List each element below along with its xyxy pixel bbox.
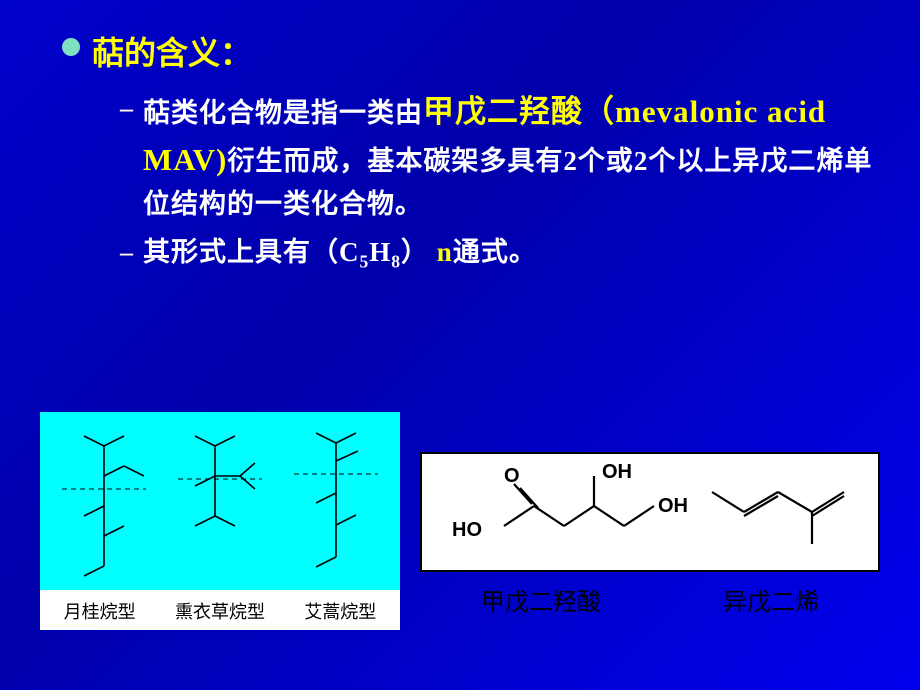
structure-mevalonic: O HO OH OH (442, 458, 700, 566)
heading-text: 萜的含义： (92, 28, 252, 74)
svg-text:O: O (504, 465, 520, 487)
label-struct-1: 甲戊二羟酸 (481, 582, 601, 617)
dash-icon: – (120, 88, 133, 130)
structure-labels: 甲戊二羟酸 异戊二烯 (420, 572, 880, 617)
bullet-icon (62, 38, 80, 56)
skeleton-3 (286, 421, 386, 581)
para1-pre: 萜类化合物是指一类由 (143, 98, 423, 128)
svg-text:OH: OH (602, 461, 632, 483)
dash-icon: – (120, 232, 133, 274)
label-skel-3: 艾蒿烷型 (304, 598, 376, 624)
structure-isoprene (700, 458, 858, 566)
para2-pre: 其形式上具有（C (143, 237, 360, 267)
para-1: 萜类化合物是指一类由甲戊二羟酸（mevalonic acid MAV)衍生而成，… (143, 88, 880, 226)
skeleton-2 (170, 421, 270, 581)
figure-right-structures: O HO OH OH (420, 452, 880, 630)
para2-sub2: 8 (391, 251, 401, 271)
structures-canvas: O HO OH OH (420, 452, 880, 572)
skeleton-1 (54, 421, 154, 581)
para2-end: 通式。 (453, 237, 537, 267)
skeleton-labels: 月桂烷型 熏衣草烷型 艾蒿烷型 (40, 590, 400, 630)
para2-n: n (437, 237, 453, 267)
bullet-item-1: – 萜类化合物是指一类由甲戊二羟酸（mevalonic acid MAV)衍生而… (120, 88, 880, 226)
bullet-item-2: – 其形式上具有（C5H8） n通式。 (120, 232, 880, 276)
para2-sub1: 5 (360, 251, 370, 271)
label-skel-2: 熏衣草烷型 (175, 598, 265, 624)
svg-text:OH: OH (658, 495, 688, 517)
body: – 萜类化合物是指一类由甲戊二羟酸（mevalonic acid MAV)衍生而… (62, 88, 880, 276)
slide: 萜的含义： – 萜类化合物是指一类由甲戊二羟酸（mevalonic acid M… (0, 0, 920, 690)
skeletons-canvas (40, 412, 400, 590)
figures-row: 月桂烷型 熏衣草烷型 艾蒿烷型 (40, 412, 880, 630)
para-2: 其形式上具有（C5H8） n通式。 (143, 232, 537, 276)
para2-mid: H (369, 237, 391, 267)
svg-text:HO: HO (452, 519, 482, 541)
label-struct-2: 异戊二烯 (723, 582, 819, 617)
para1-post: 衍生而成，基本碳架多具有2个或2个以上异戊二烯单位结构的一类化合物。 (143, 146, 872, 219)
heading-row: 萜的含义： (62, 28, 880, 74)
para2-close: ） (401, 237, 429, 267)
figure-left-skeletons: 月桂烷型 熏衣草烷型 艾蒿烷型 (40, 412, 400, 630)
label-skel-1: 月桂烷型 (64, 598, 136, 624)
